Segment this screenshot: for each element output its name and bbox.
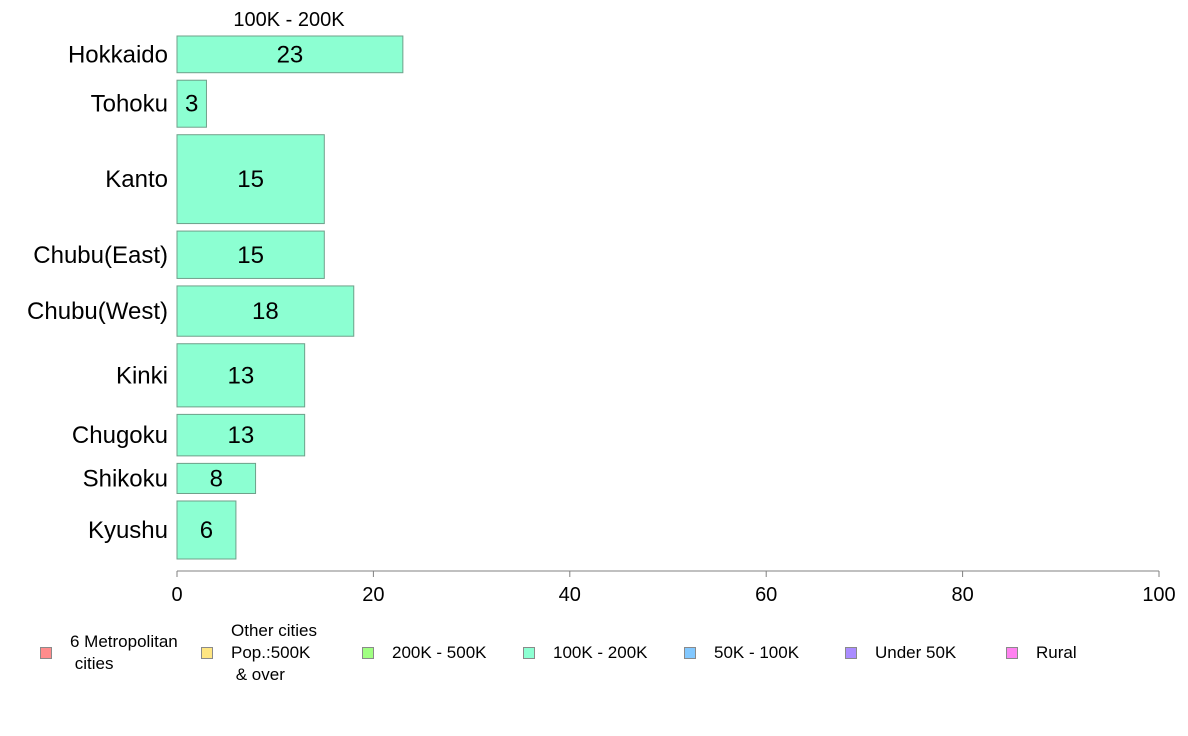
legend-label: 50K - 100K	[714, 643, 800, 662]
category-label: Chubu(West)	[27, 298, 168, 325]
x-tick-label: 80	[951, 584, 973, 606]
data-label: 3	[185, 91, 198, 118]
legend-item: 100K - 200K	[523, 620, 648, 686]
category-label: Kyushu	[88, 517, 168, 544]
category-label: Chubu(East)	[33, 242, 168, 269]
legend-label: 6 Metropolitan cities	[70, 632, 178, 673]
x-tick-label: 100	[1142, 584, 1175, 606]
data-label: 13	[227, 362, 254, 389]
data-label: 15	[237, 166, 264, 193]
category-label: Kinki	[116, 362, 168, 389]
legend-label: Under 50K	[875, 643, 957, 662]
bar-kanto	[176, 134, 325, 225]
data-label: 8	[210, 465, 223, 492]
legend-item: 6 Metropolitan cities	[40, 620, 178, 686]
legend-swatch	[845, 647, 857, 659]
bar-kyushu	[176, 500, 237, 560]
x-axis: 0 20 40 60 80 100	[171, 570, 1176, 606]
bar-shikoku	[176, 462, 257, 494]
data-label: 23	[277, 41, 304, 68]
x-tick-label: 40	[559, 584, 581, 606]
data-label: 18	[252, 298, 279, 325]
x-tick-label: 20	[362, 584, 384, 606]
data-label: 6	[200, 517, 213, 544]
bar-kinki	[176, 343, 306, 408]
data-label: 13	[227, 422, 254, 449]
x-tick-label: 60	[755, 584, 777, 606]
category-label: Hokkaido	[68, 41, 168, 68]
legend-swatch	[362, 647, 374, 659]
legend-swatch	[201, 647, 213, 659]
legend-swatch	[523, 647, 535, 659]
category-label: Kanto	[105, 166, 168, 193]
category-label: Shikoku	[83, 465, 168, 492]
legend: 6 Metropolitan cities Other cities Pop.:5…	[40, 620, 1180, 690]
legend-label: 100K - 200K	[553, 643, 648, 662]
bar-chugoku	[176, 413, 306, 457]
bar-chubu-east	[176, 230, 325, 279]
data-label: 15	[237, 242, 264, 269]
bar-chubu-west	[176, 285, 355, 337]
legend-item: Under 50K	[845, 620, 956, 686]
legend-item: Other cities Pop.:500K & over	[201, 620, 317, 686]
legend-item: 50K - 100K	[684, 620, 799, 686]
legend-item: Rural	[1006, 620, 1077, 686]
legend-label: 200K - 500K	[392, 643, 487, 662]
x-tick-label: 0	[171, 584, 182, 606]
bar-tohoku	[176, 79, 207, 128]
legend-label: Other cities Pop.:500K & over	[231, 621, 317, 684]
category-label: Chugoku	[72, 422, 168, 449]
category-label: Tohoku	[91, 91, 168, 118]
legend-item: 200K - 500K	[362, 620, 487, 686]
series-title: 100K - 200K	[233, 9, 345, 31]
legend-swatch	[1006, 647, 1018, 659]
bars-group: Hokkaido 23 Tohoku 3 Kanto 15 Chubu(East) 15 Chu…	[27, 35, 404, 560]
legend-swatch	[40, 647, 52, 659]
legend-swatch	[684, 647, 696, 659]
legend-label: Rural	[1036, 643, 1077, 662]
bar-hokkaido	[176, 35, 404, 74]
